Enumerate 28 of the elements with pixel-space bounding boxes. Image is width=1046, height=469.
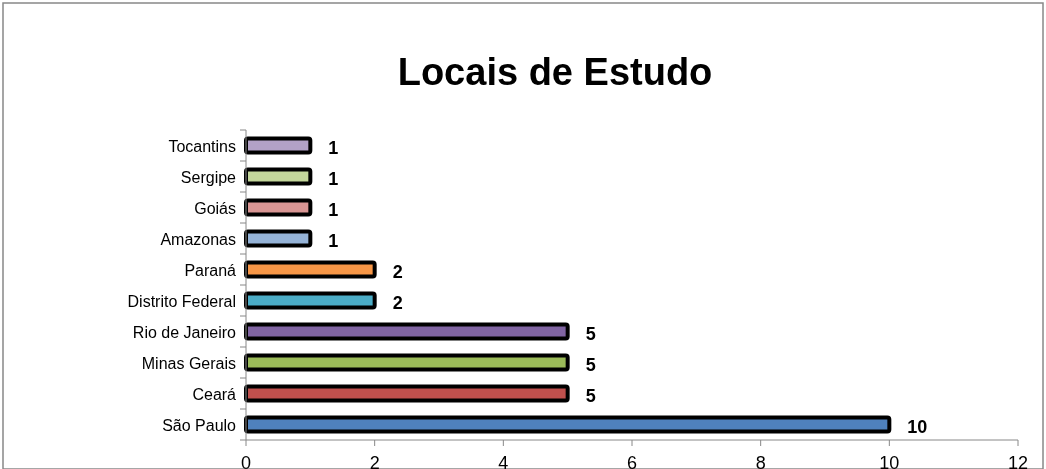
- y-tick-label: São Paulo: [162, 416, 237, 434]
- y-tick-label: Paraná: [184, 261, 237, 279]
- y-tick-label: Distrito Federal: [127, 292, 236, 310]
- data-label: 2: [392, 292, 403, 313]
- data-label: 10: [907, 416, 928, 437]
- x-tick-label: 6: [626, 453, 638, 469]
- data-label: 1: [328, 199, 339, 220]
- x-tick-label: 8: [755, 453, 766, 469]
- data-label: 2: [392, 261, 403, 282]
- data-label: 5: [585, 323, 596, 344]
- x-tick-label: 12: [1007, 453, 1029, 469]
- y-tick-label: Amazonas: [160, 230, 236, 248]
- data-label: 5: [585, 354, 596, 375]
- x-tick-label: 0: [240, 453, 252, 469]
- y-tick-label: Ceará: [192, 385, 237, 403]
- data-label: 5: [585, 385, 596, 406]
- data-label: 1: [328, 137, 339, 158]
- y-tick-label: Rio de Janeiro: [132, 323, 237, 341]
- y-tick-label: Tocantins: [168, 137, 236, 155]
- data-label: 1: [328, 168, 339, 189]
- data-label: 1: [328, 230, 339, 251]
- y-tick-label: Minas Gerais: [141, 354, 236, 372]
- x-tick-label: 2: [369, 453, 380, 469]
- x-tick-label: 4: [498, 453, 509, 469]
- chart-title: Locais de Estudo: [397, 51, 713, 93]
- x-tick-label: 10: [879, 453, 900, 469]
- y-tick-label: Sergipe: [180, 168, 237, 186]
- y-tick-label: Goiás: [194, 199, 236, 217]
